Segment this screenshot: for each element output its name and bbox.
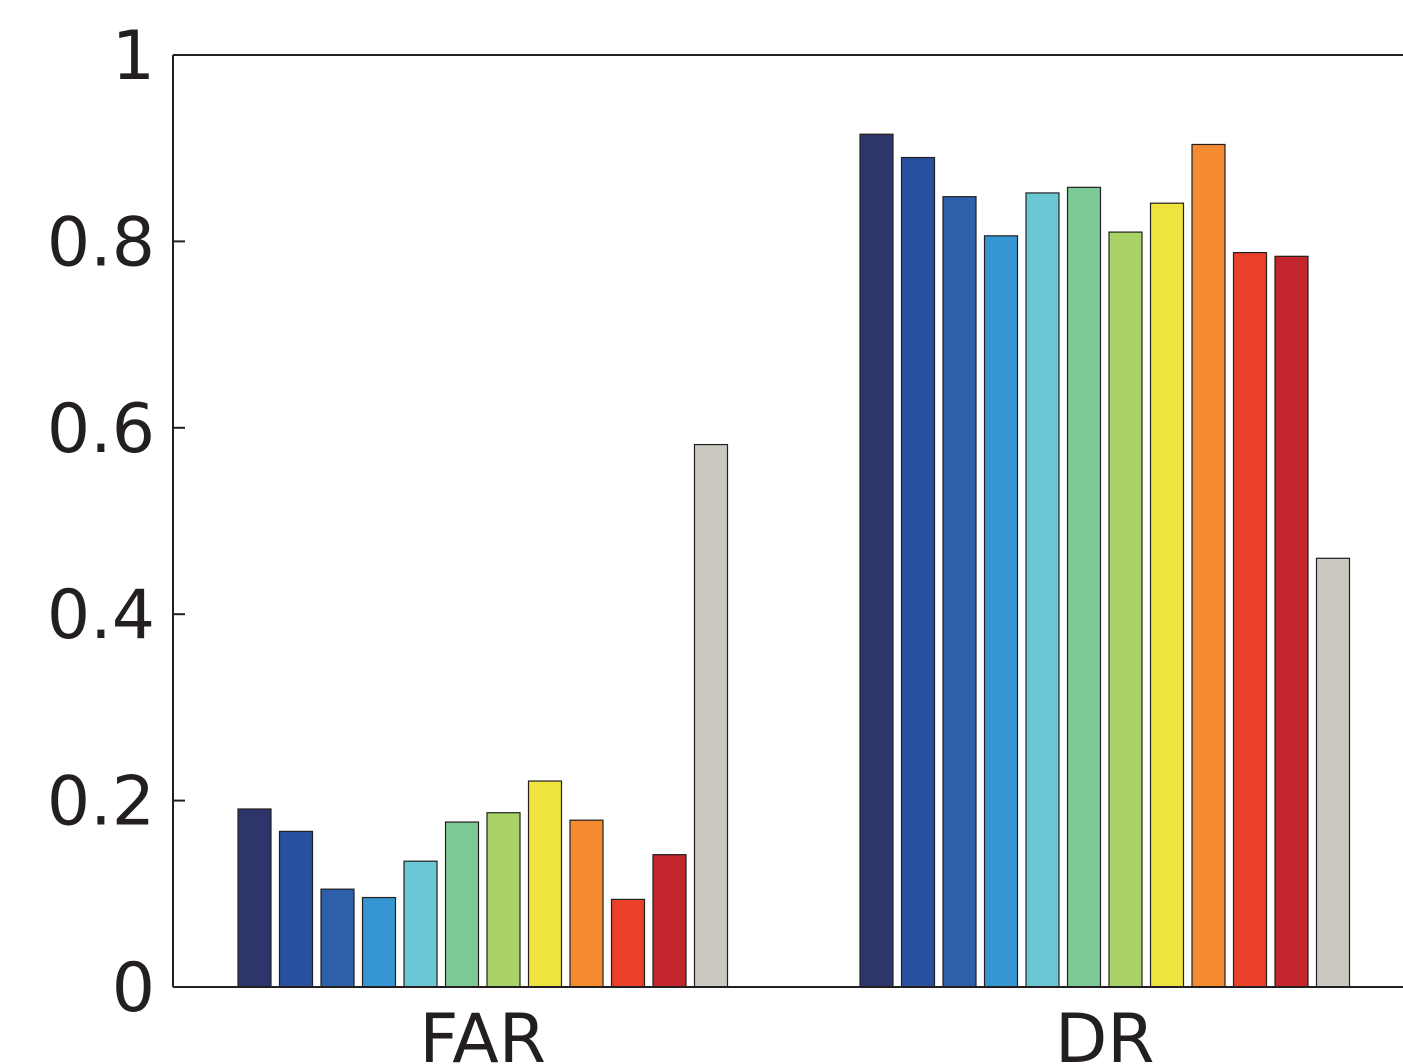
bar-dr-9 [1191, 143, 1226, 988]
bar-far-8 [527, 780, 563, 988]
y-ticks: 0 0.2 0.4 0.6 0.8 1 [47, 17, 185, 1028]
bar-group-dr [859, 133, 1351, 988]
bar-dr-12 [1315, 557, 1351, 988]
y-tick-label: 0.6 [47, 390, 155, 469]
bar-dr-4 [983, 235, 1019, 988]
bar-dr-6 [1066, 186, 1102, 988]
bar-far-6 [444, 821, 480, 988]
y-tick-label: 0.4 [47, 576, 155, 655]
bar-dr-3 [942, 196, 977, 988]
bar-far-5 [403, 860, 438, 988]
bar-far-2 [278, 830, 314, 988]
bar-dr-5 [1025, 192, 1060, 988]
bar-dr-1 [859, 133, 894, 988]
bar-far-3 [320, 888, 355, 988]
bar-far-4 [361, 896, 397, 988]
bar-dr-2 [900, 156, 936, 988]
x-category-label-dr: DR [1055, 1000, 1155, 1064]
bar-dr-10 [1232, 251, 1268, 988]
y-tick-label: 0.8 [47, 203, 155, 282]
bar-group-far [237, 443, 729, 988]
bar-dr-7 [1108, 231, 1143, 988]
bar-far-1 [237, 808, 272, 988]
bar-dr-11 [1274, 255, 1309, 988]
bars-layer [237, 133, 1351, 988]
bar-far-9 [569, 819, 604, 988]
bar-far-7 [486, 812, 521, 988]
bar-far-12 [693, 443, 729, 988]
bar-dr-8 [1149, 202, 1185, 988]
bar-far-11 [652, 854, 687, 988]
y-tick-label: 0.2 [47, 763, 155, 842]
axes-layer [172, 54, 1403, 988]
x-category-labels: FAR DR [419, 1000, 1154, 1064]
bar-far-10 [610, 898, 646, 988]
x-category-label-far: FAR [419, 1000, 546, 1064]
y-tick-label: 0 [112, 949, 155, 1028]
y-tick-label: 1 [112, 17, 155, 96]
